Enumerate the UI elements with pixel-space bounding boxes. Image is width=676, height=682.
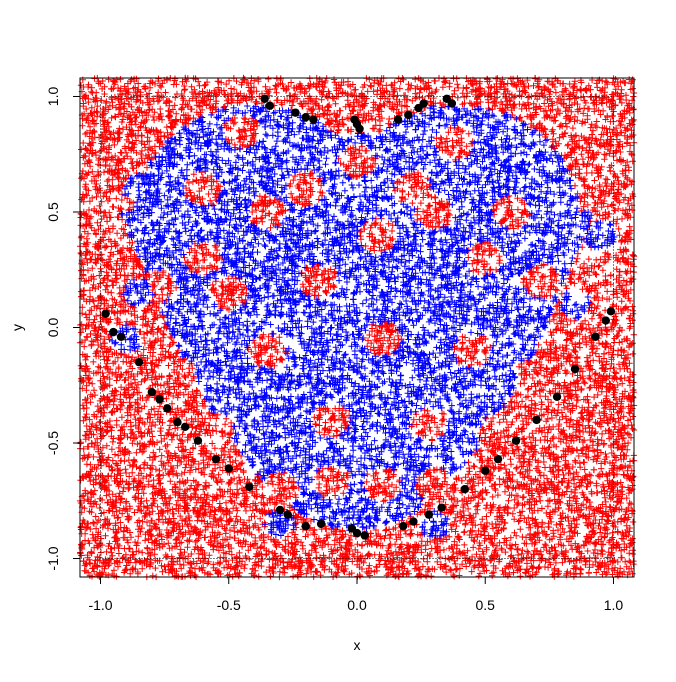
x-tick-label: 0.0 — [347, 597, 367, 613]
boundary-point — [301, 521, 310, 531]
x-tick-label: 0.5 — [476, 597, 496, 613]
boundary-point — [147, 387, 157, 397]
boundary-point — [532, 415, 541, 425]
boundary-point — [493, 454, 503, 464]
x-axis: -1.0 -0.5 0.0 0.5 1.0 — [88, 577, 623, 613]
points-layer — [76, 74, 638, 581]
boundary-point — [163, 404, 172, 413]
boundary-point — [552, 392, 562, 402]
boundary-layer — [101, 94, 616, 540]
y-tick-label: -1.0 — [45, 546, 61, 570]
boundary-point — [309, 115, 318, 124]
x-tick-label: -1.0 — [88, 597, 112, 613]
y-axis-label: y — [9, 324, 25, 331]
boundary-point — [437, 503, 446, 512]
boundary-point — [419, 99, 428, 108]
boundary-point — [134, 357, 144, 367]
boundary-point — [211, 454, 221, 464]
boundary-point — [260, 94, 269, 103]
y-tick-label: 0.0 — [45, 318, 61, 338]
boundary-point — [591, 332, 600, 341]
boundary-point — [393, 115, 403, 124]
boundary-point — [460, 485, 469, 494]
x-tick-label: 1.0 — [604, 597, 624, 613]
boundary-point — [606, 307, 616, 316]
boundary-point — [409, 517, 418, 526]
boundary-point — [101, 309, 110, 318]
x-tick-label: -0.5 — [217, 597, 241, 613]
boundary-point — [447, 99, 457, 108]
y-axis: -1.0 -0.5 0.0 0.5 1.0 — [45, 87, 80, 571]
red-points-series — [76, 74, 638, 581]
boundary-point — [570, 364, 580, 374]
boundary-point — [291, 108, 300, 117]
boundary-point — [511, 436, 521, 445]
blue-points-series — [108, 102, 618, 540]
boundary-point — [424, 510, 434, 519]
boundary-point — [350, 115, 359, 124]
boundary-point — [193, 436, 203, 445]
boundary-point — [275, 505, 285, 515]
boundary-point — [404, 110, 413, 120]
boundary-point — [265, 101, 274, 110]
boundary-point — [355, 124, 364, 134]
boundary-point — [224, 464, 233, 473]
boundary-point — [352, 528, 362, 538]
boundary-point — [155, 394, 164, 404]
boundary-point — [116, 332, 126, 341]
boundary-point — [601, 316, 610, 325]
boundary-point — [481, 466, 490, 475]
y-tick-label: 1.0 — [45, 87, 61, 107]
x-axis-label: x — [354, 637, 361, 653]
boundary-point — [109, 327, 118, 337]
boundary-point — [180, 422, 190, 432]
boundary-point — [245, 482, 254, 492]
boundary-point — [173, 418, 182, 427]
boundary-point — [360, 531, 369, 540]
boundary-point — [301, 113, 310, 122]
boundary-point — [398, 521, 408, 531]
boundary-point — [283, 510, 292, 519]
boundary-point — [316, 519, 326, 529]
y-tick-label: 0.5 — [45, 202, 61, 222]
y-tick-label: -0.5 — [45, 431, 61, 455]
